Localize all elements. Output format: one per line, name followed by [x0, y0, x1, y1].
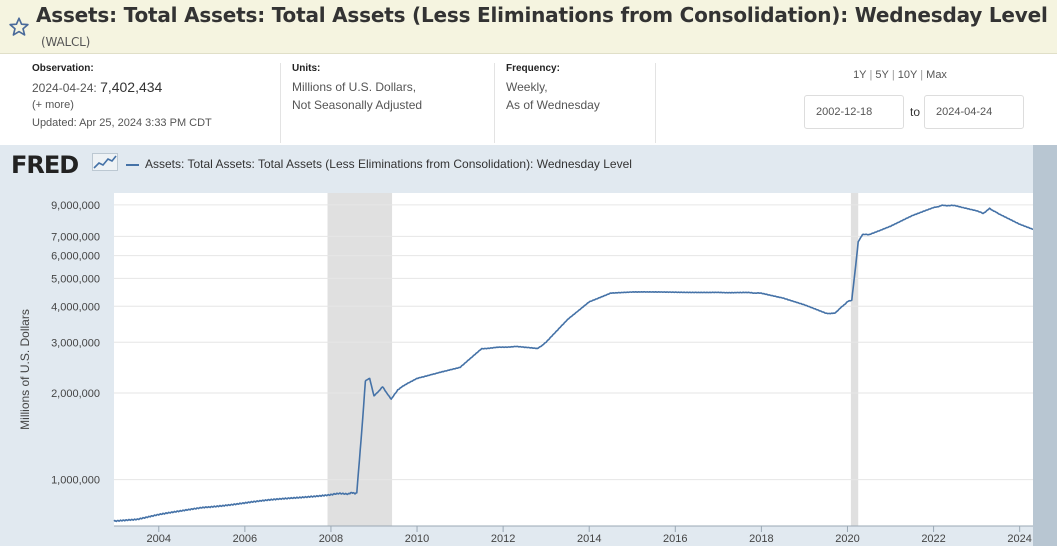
- series-id: (WALCL): [41, 34, 91, 49]
- legend-label: Assets: Total Assets: Total Assets (Less…: [145, 157, 632, 171]
- metadata-row: Observation: 2024-04-24: 7,402,434 (+ mo…: [0, 55, 1057, 145]
- fred-logo: FRED: [11, 151, 79, 179]
- units-block: Units: Millions of U.S. Dollars, Not Sea…: [292, 63, 482, 114]
- fred-graph-icon: [92, 153, 118, 176]
- series-line: [113, 204, 1034, 523]
- y-tick-label: 1,000,000: [51, 475, 100, 487]
- y-tick-label: 4,000,000: [51, 301, 100, 313]
- recession-band: [850, 193, 859, 526]
- units-line2: Not Seasonally Adjusted: [292, 98, 423, 112]
- observation-block: Observation: 2024-04-24: 7,402,434 (+ mo…: [32, 63, 272, 131]
- units-line1: Millions of U.S. Dollars,: [292, 80, 417, 94]
- x-tick-label: 2020: [835, 533, 859, 545]
- y-tick-label: 7,000,000: [51, 231, 100, 243]
- scrollbar-strip[interactable]: [1033, 145, 1057, 546]
- range-1y-link[interactable]: 1Y: [853, 69, 867, 81]
- divider: [655, 63, 656, 143]
- units-label: Units:: [292, 63, 321, 74]
- observation-line: 2024-04-24: 7,402,434: [32, 78, 272, 97]
- end-date-input[interactable]: 2024-04-24: [924, 95, 1024, 129]
- legend-swatch: [126, 164, 139, 166]
- observation-value: 7,402,434: [100, 79, 163, 95]
- frequency-line2: As of Wednesday: [506, 98, 600, 112]
- range-max-link[interactable]: Max: [926, 69, 947, 81]
- chart-area: 1,000,000 2,000,000 3,000,000 4,000,000 5,00…: [0, 145, 1057, 546]
- observation-label: Observation:: [32, 63, 94, 74]
- series-title: Assets: Total Assets: Total Assets (Less…: [36, 2, 1048, 27]
- more-link[interactable]: (+ more): [32, 99, 74, 111]
- x-tick-label: 2014: [577, 533, 601, 545]
- y-tick-label: 5,000,000: [51, 273, 100, 285]
- observation-date: 2024-04-24:: [32, 81, 97, 95]
- star-outline-icon[interactable]: [8, 16, 30, 38]
- range-links: 1Y | 5Y | 10Y | Max: [853, 69, 947, 81]
- divider: [280, 63, 281, 143]
- updated-text: Updated: Apr 25, 2024 3:33 PM CDT: [32, 117, 212, 129]
- divider: [494, 63, 495, 143]
- recession-band: [327, 193, 393, 526]
- x-tick-label: 2004: [147, 533, 171, 545]
- y-tick-label: 9,000,000: [51, 200, 100, 212]
- frequency-line1: Weekly,: [506, 80, 548, 94]
- range-10y-link[interactable]: 10Y: [897, 69, 918, 81]
- page-title: Assets: Total Assets: Total Assets (Less…: [36, 3, 1057, 51]
- y-tick-label: 6,000,000: [51, 251, 100, 263]
- x-tick-label: 2010: [405, 533, 429, 545]
- x-tick-label: 2018: [749, 533, 773, 545]
- range-5y-link[interactable]: 5Y: [875, 69, 889, 81]
- x-tick-label: 2008: [319, 533, 343, 545]
- chart-plot: 1,000,000 2,000,000 3,000,000 4,000,000 5,00…: [18, 193, 1034, 545]
- to-label: to: [910, 105, 921, 119]
- x-tick-label: 2024: [1007, 533, 1031, 545]
- start-date-input[interactable]: 2002-12-18: [804, 95, 904, 129]
- y-tick-label: 3,000,000: [51, 337, 100, 349]
- frequency-label: Frequency:: [506, 63, 560, 74]
- x-tick-label: 2016: [663, 533, 687, 545]
- title-bar: Assets: Total Assets: Total Assets (Less…: [0, 0, 1057, 54]
- y-axis-title: Millions of U.S. Dollars: [18, 309, 32, 430]
- x-tick-label: 2022: [921, 533, 945, 545]
- frequency-block: Frequency: Weekly, As of Wednesday: [506, 63, 646, 114]
- plot-background: [114, 193, 1033, 526]
- x-tick-label: 2006: [233, 533, 257, 545]
- y-tick-label: 2,000,000: [51, 388, 100, 400]
- x-tick-label: 2012: [491, 533, 515, 545]
